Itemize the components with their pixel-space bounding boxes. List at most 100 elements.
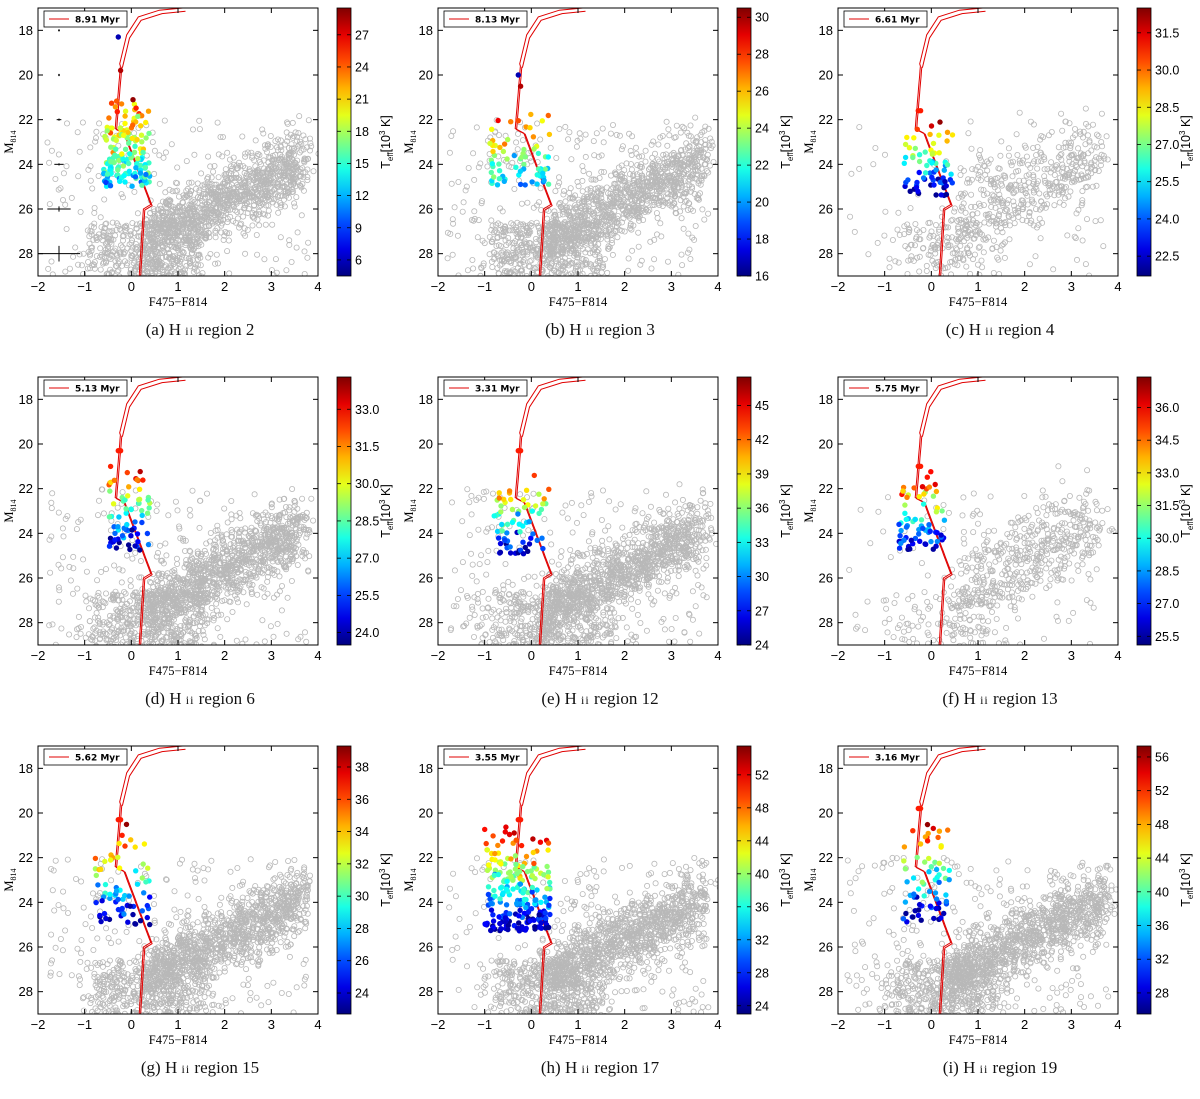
field-star [252, 492, 257, 497]
cluster-star [917, 152, 922, 157]
field-star [556, 175, 561, 180]
panel-caption: (c) H ii region 4 [800, 320, 1200, 340]
caption-region: region 4 [994, 320, 1054, 339]
field-star [577, 131, 582, 136]
colorbar-tick-label: 27.0 [1155, 138, 1179, 152]
field-star [685, 250, 690, 255]
cluster-star [140, 150, 145, 155]
field-star [1028, 119, 1033, 124]
colorbar-tick-label: 15 [355, 157, 369, 171]
field-star [998, 248, 1003, 253]
axes-frame [38, 8, 318, 276]
colorbar-tick-label: 22.5 [1155, 250, 1179, 264]
cluster-star [116, 34, 121, 39]
field-star [1049, 160, 1054, 165]
cluster-star [132, 144, 137, 149]
field-star [225, 249, 230, 254]
cluster-star [139, 139, 144, 144]
field-star [659, 234, 664, 239]
field-star [449, 133, 454, 138]
field-star [98, 246, 103, 251]
cluster-star [930, 152, 935, 157]
caption-region: region 3 [594, 320, 654, 339]
field-star [253, 138, 258, 143]
field-star [1076, 146, 1081, 151]
cluster-star [491, 174, 496, 179]
field-star [1098, 218, 1103, 223]
cluster-star [915, 127, 920, 132]
cluster-star [523, 154, 528, 159]
field-star [167, 187, 172, 192]
field-star [706, 211, 711, 216]
field-star [913, 221, 918, 226]
cluster-star [518, 169, 523, 174]
x-tick-label: −2 [31, 279, 46, 294]
field-star [990, 192, 995, 197]
field-star [241, 214, 246, 219]
cluster-star [945, 130, 950, 135]
field-star [99, 225, 104, 230]
field-star [59, 566, 64, 571]
field-star [655, 215, 660, 220]
field-star [199, 171, 204, 176]
field-star [273, 257, 278, 262]
x-tick-label: 2 [1021, 279, 1028, 294]
field-star [1072, 126, 1077, 131]
colorbar-label: Teff[103 K] [778, 115, 795, 169]
cluster-star [521, 147, 526, 152]
field-star [981, 250, 986, 255]
x-axis-label: F475−F814 [549, 295, 608, 309]
field-star [306, 240, 311, 245]
field-star [45, 140, 50, 145]
cluster-star [109, 125, 114, 130]
field-star [977, 272, 982, 277]
cluster-star [523, 182, 528, 187]
field-star [591, 139, 596, 144]
legend: 8.13 Myr [444, 11, 527, 27]
field-star [225, 220, 230, 225]
field-star [1026, 180, 1031, 185]
field-star [654, 211, 659, 216]
field-star [485, 164, 490, 169]
cluster-star [531, 146, 536, 151]
field-star [554, 277, 559, 282]
field-star [652, 257, 657, 262]
field-star [857, 166, 862, 171]
field-star [242, 226, 247, 231]
legend: 8.91 Myr [44, 11, 127, 27]
field-star [987, 211, 992, 216]
y-tick-label: 22 [419, 112, 433, 127]
cluster-star [134, 137, 139, 142]
field-star [136, 277, 141, 282]
cluster-star [106, 115, 111, 120]
field-star [1006, 153, 1011, 158]
field-star [73, 245, 78, 250]
field-star [475, 235, 480, 240]
field-star [92, 210, 97, 215]
cluster-star [113, 147, 118, 152]
cluster-star [122, 113, 127, 118]
x-tick-label: 0 [528, 279, 535, 294]
colorbar-tick-label: 28 [755, 48, 769, 62]
field-star [896, 210, 901, 215]
field-star [515, 277, 520, 282]
field-star [679, 252, 684, 257]
field-star [297, 114, 302, 119]
colorbar-tick-label: 24.0 [1155, 212, 1179, 226]
cluster-star [114, 98, 119, 103]
field-star [921, 227, 926, 232]
field-star [64, 164, 69, 169]
field-star [63, 202, 68, 207]
cluster-star [133, 165, 138, 170]
field-star [563, 124, 568, 129]
cluster-star [944, 138, 949, 143]
cluster-star [502, 179, 507, 184]
field-star [978, 148, 983, 153]
field-star [286, 145, 291, 150]
cluster-star [489, 170, 494, 175]
field-star [157, 181, 162, 186]
field-star [455, 233, 460, 238]
field-star [253, 164, 258, 169]
field-star [106, 644, 111, 649]
